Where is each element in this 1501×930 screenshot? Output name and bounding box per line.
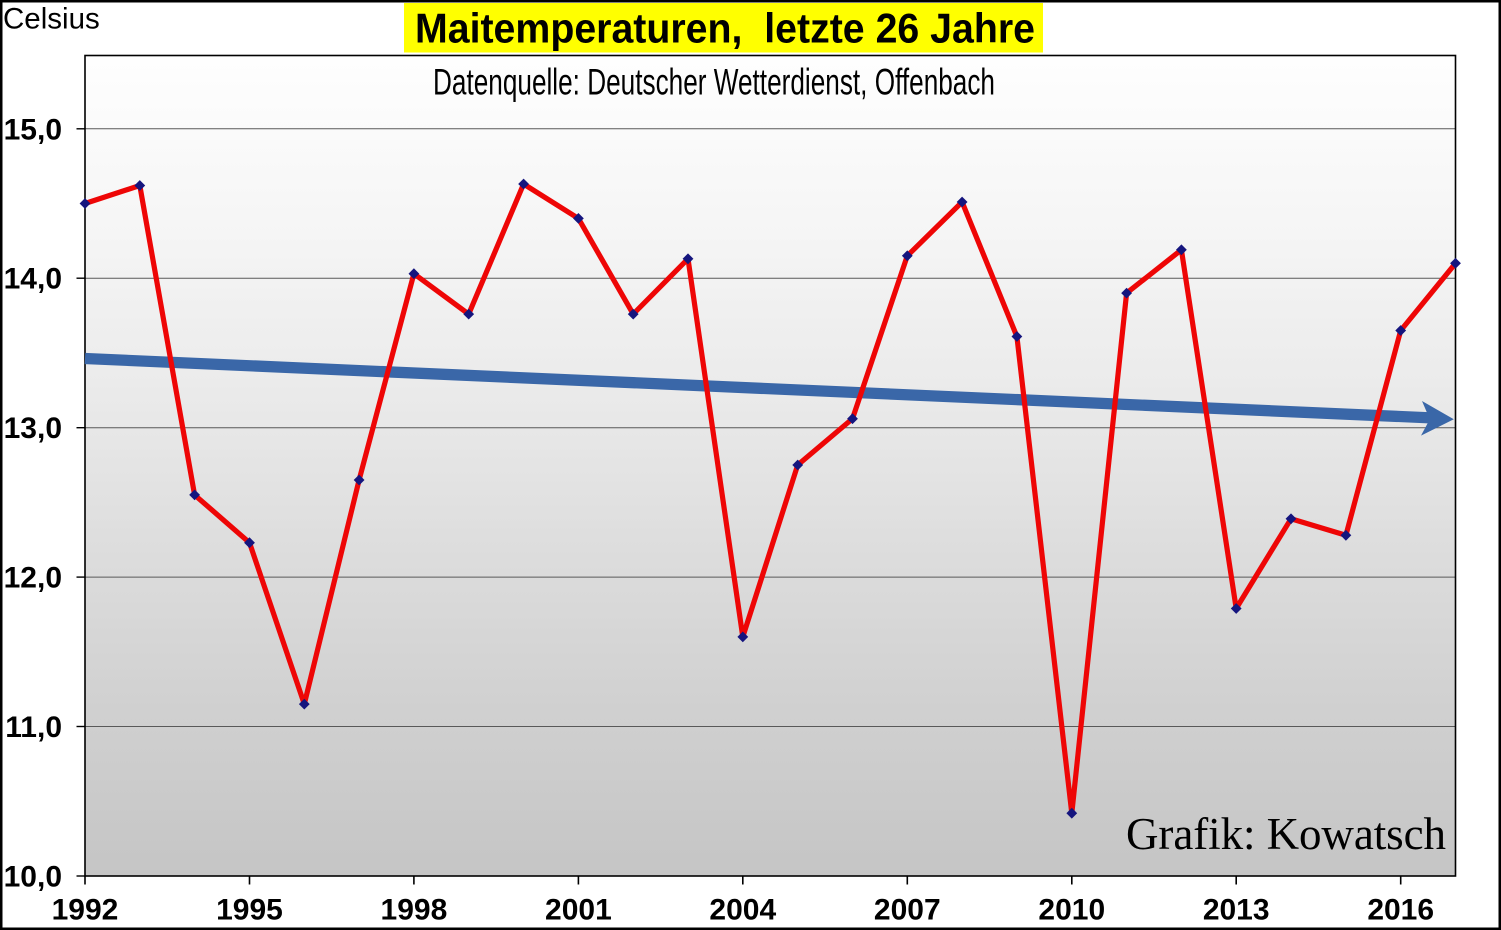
svg-text:15,0: 15,0 <box>4 113 62 146</box>
svg-text:2013: 2013 <box>1203 894 1270 927</box>
svg-text:2004: 2004 <box>709 894 776 927</box>
svg-text:2007: 2007 <box>874 894 941 927</box>
svg-text:2001: 2001 <box>545 894 612 927</box>
svg-text:2010: 2010 <box>1038 894 1105 927</box>
svg-text:Maitemperaturen, letzte 26 Ja: Maitemperaturen, letzte 26 Jahre <box>415 5 1035 52</box>
svg-text:14,0: 14,0 <box>4 263 62 296</box>
svg-text:13,0: 13,0 <box>4 412 62 445</box>
svg-text:2016: 2016 <box>1367 894 1434 927</box>
svg-text:10,0: 10,0 <box>4 861 62 894</box>
svg-text:Datenquelle: Deutscher Wetterd: Datenquelle: Deutscher Wetterdienst, Off… <box>433 62 995 103</box>
svg-text:1995: 1995 <box>216 894 283 927</box>
svg-text:1998: 1998 <box>381 894 448 927</box>
svg-text:Grafik: Kowatsch: Grafik: Kowatsch <box>1126 809 1446 859</box>
svg-text:11,0: 11,0 <box>5 711 62 744</box>
svg-text:1992: 1992 <box>52 894 119 927</box>
svg-text:Celsius: Celsius <box>3 3 100 36</box>
svg-text:12,0: 12,0 <box>4 562 62 595</box>
